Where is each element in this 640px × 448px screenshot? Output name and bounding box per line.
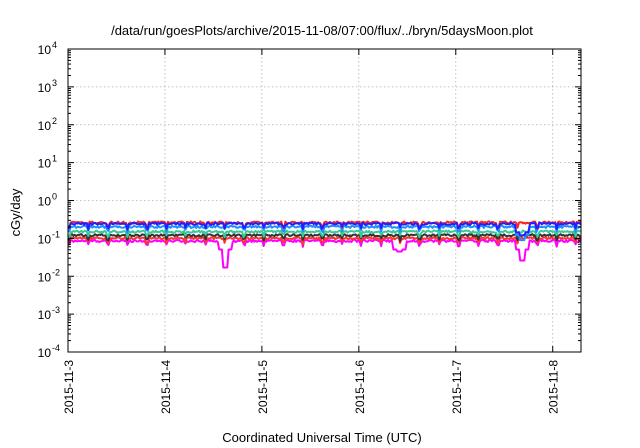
y-tick-label: 10 [38, 157, 52, 171]
y-tick-label: 10 [38, 119, 52, 133]
x-tick-label: 2015-11-7 [450, 360, 464, 414]
y-tick-exponent: -1 [52, 229, 60, 239]
x-tick-label: 2015-11-5 [256, 360, 270, 414]
y-tick-label: 10 [38, 195, 52, 209]
grid [68, 49, 581, 352]
y-tick-label: 10 [38, 43, 52, 57]
y-tick-exponent: -3 [52, 305, 60, 315]
series-line [67, 221, 582, 237]
x-axis-label: Coordinated Universal Time (UTC) [222, 430, 421, 445]
y-tick-exponent: 2 [52, 116, 57, 126]
y-tick-label: 10 [38, 81, 52, 95]
series-line [67, 220, 582, 230]
series-line [67, 238, 582, 269]
x-tick-label: 2015-11-8 [547, 360, 561, 414]
x-tick-label: 2015-11-6 [353, 360, 367, 414]
y-tick-exponent: -4 [52, 343, 60, 353]
y-tick-exponent: 0 [52, 192, 57, 202]
chart-title: /data/run/goesPlots/archive/2015-11-08/0… [111, 23, 533, 38]
series-line [67, 229, 582, 239]
y-tick-label: 10 [38, 232, 52, 246]
y-tick-label: 10 [38, 270, 52, 284]
x-tick-label: 2015-11-3 [62, 360, 76, 414]
y-tick-label: 10 [38, 308, 52, 322]
y-axis-label: cGy/day [8, 188, 23, 236]
y-tick-exponent: 3 [52, 78, 57, 88]
x-tick-label: 2015-11-4 [159, 360, 173, 414]
y-tick-exponent: 1 [52, 154, 57, 164]
y-tick-exponent: 4 [52, 40, 57, 50]
y-tick-label: 10 [38, 346, 52, 360]
plot-series [67, 220, 582, 269]
y-tick-exponent: -2 [52, 267, 60, 277]
